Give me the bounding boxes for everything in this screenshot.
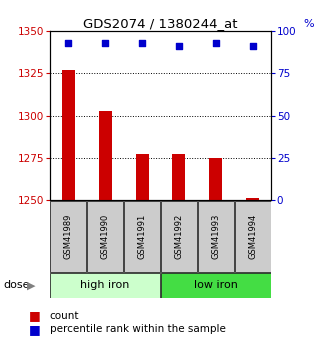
Bar (87, 201, 123, 272)
Text: GSM41993: GSM41993 (211, 214, 221, 259)
Point (213, 40, 218, 46)
Text: GSM41994: GSM41994 (248, 214, 257, 259)
Text: dose: dose (3, 280, 30, 290)
Point (102, 40, 108, 46)
Bar (209, 158, 222, 200)
Text: ▶: ▶ (27, 280, 35, 290)
Title: GDS2074 / 1380244_at: GDS2074 / 1380244_at (83, 17, 238, 30)
Text: count: count (50, 311, 79, 321)
Bar (235, 201, 271, 272)
Text: GSM41990: GSM41990 (100, 214, 110, 259)
Bar (124, 201, 160, 272)
Point (66, 40, 71, 46)
Bar (161, 201, 197, 272)
Bar (198, 201, 234, 272)
Bar (135, 155, 149, 200)
Text: low iron: low iron (194, 280, 238, 290)
Text: percentile rank within the sample: percentile rank within the sample (50, 325, 226, 334)
Bar (50, 273, 160, 298)
Bar (172, 155, 186, 200)
Text: GSM41989: GSM41989 (64, 214, 73, 259)
Text: GSM41991: GSM41991 (137, 214, 147, 259)
Bar (62, 70, 75, 200)
Text: %: % (304, 19, 314, 29)
Bar (161, 273, 271, 298)
Bar (99, 110, 112, 200)
Bar (50, 201, 86, 272)
Text: high iron: high iron (81, 280, 130, 290)
Point (177, 43, 182, 49)
Point (140, 40, 145, 46)
Point (250, 43, 256, 49)
Text: ■: ■ (29, 323, 41, 336)
Text: ■: ■ (29, 309, 41, 322)
Text: GSM41992: GSM41992 (174, 214, 184, 259)
Bar (246, 198, 259, 200)
